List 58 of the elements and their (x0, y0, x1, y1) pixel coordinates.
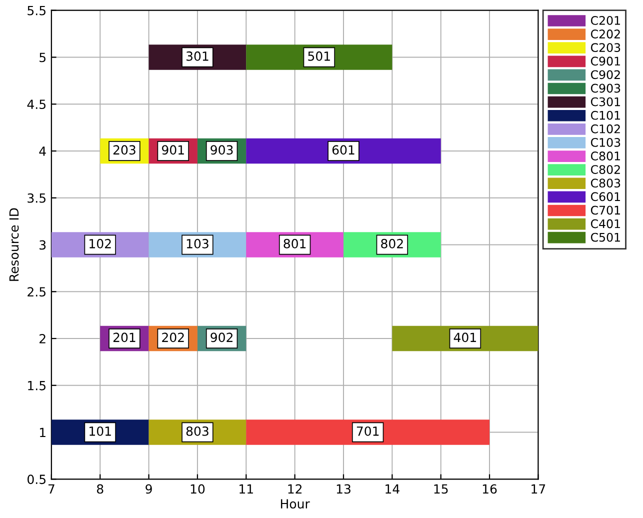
x-tick-label: 17 (532, 484, 546, 494)
x-tick-label: 8 (96, 484, 104, 494)
annotation: 901 (162, 145, 184, 155)
y-tick-label: 5.5 (28, 6, 46, 16)
legend-label: C903 (590, 84, 620, 93)
x-tick-label: 16 (482, 484, 497, 494)
y-tick-label: 3 (40, 240, 46, 250)
x-tick-label: 15 (434, 484, 448, 494)
y-axis-title: Resource ID (9, 208, 19, 281)
annotation: 802 (381, 238, 403, 248)
legend-label: C202 (590, 30, 620, 38)
legend-label: C801 (590, 152, 620, 160)
y-tick-label: 4.5 (27, 100, 46, 110)
annotation: 601 (332, 145, 354, 155)
x-tick-label: 14 (386, 484, 400, 494)
legend-label: C203 (590, 43, 620, 52)
legend-label: C902 (590, 70, 620, 80)
legend-label: C103 (590, 138, 620, 147)
y-tick-label: 1.5 (28, 381, 46, 390)
x-tick-label: 11 (240, 484, 253, 494)
annotation: 801 (284, 238, 306, 248)
annotation: 301 (186, 51, 208, 61)
legend-label: C701 (590, 206, 620, 215)
annotation: 203 (113, 145, 136, 155)
x-tick-label: 10 (190, 484, 205, 494)
y-tick-label: 1 (40, 428, 46, 438)
x-tick-label: 13 (336, 484, 350, 494)
annotation: 202 (162, 332, 184, 342)
annotation: 701 (356, 426, 379, 436)
legend-label: C301 (590, 97, 620, 106)
legend-label: C201 (590, 16, 620, 25)
annotation: 501 (308, 51, 330, 61)
x-tick-label: 9 (146, 484, 152, 494)
legend-label: C803 (590, 178, 620, 188)
legend-label: C401 (590, 219, 620, 228)
y-tick-label: 2.5 (28, 287, 46, 297)
legend-label: C802 (590, 165, 620, 174)
annotation: 102 (90, 238, 111, 248)
legend-label: C101 (590, 110, 620, 120)
annotation: 803 (186, 426, 208, 436)
x-tick-label: 12 (288, 484, 302, 494)
annotation: 201 (113, 332, 136, 342)
legend-label: C601 (590, 192, 620, 202)
y-tick-label: 2 (40, 334, 46, 344)
y-tick-label: 0.5 (28, 474, 46, 484)
y-tick-label: 3.5 (28, 193, 46, 203)
legend-label: C501 (590, 232, 620, 242)
annotation: 902 (210, 332, 232, 342)
legend-label: C901 (590, 56, 620, 66)
y-tick-label: 5 (40, 52, 46, 62)
y-tick-label: 4 (39, 146, 46, 156)
x-axis-title: Hour (280, 499, 310, 509)
annotation: 103 (186, 238, 208, 248)
annotation: 903 (210, 145, 233, 155)
annotation: 101 (90, 426, 111, 436)
x-tick-label: 7 (48, 484, 54, 494)
annotation: 401 (454, 332, 476, 342)
legend-label: C102 (590, 124, 620, 134)
